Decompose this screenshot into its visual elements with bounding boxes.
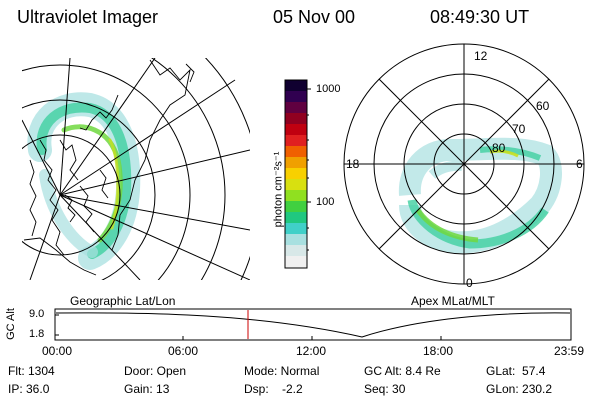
mlt-label-0: 0 [466,276,473,290]
info-mode: Mode: Normal [244,364,320,378]
info-glon: GLon: 230.2 [486,382,553,396]
colorbar-tick-100: 100 [316,196,335,208]
time-tick-0000: 00:00 [42,344,73,358]
altitude-plot [54,308,572,341]
info-flt: Flt: 1304 [8,364,55,378]
altitude-ylabel: GC Alt [5,308,17,340]
info-gain: Gain: 13 [124,382,170,396]
time-tick-2359: 23:59 [554,344,585,358]
coastlines [23,59,195,276]
mlt-label-12: 12 [474,49,488,63]
colorbar-tick-1000: 1000 [316,83,341,95]
colorbar [284,79,311,269]
info-dsp: Dsp: -2.2 [244,382,303,396]
lon-lines [22,58,250,280]
info-glat: GLat: 57.4 [486,364,546,378]
lat-label-70: 70 [512,122,526,136]
lat-label-80: 80 [492,141,506,155]
mlt-label-18: 18 [346,157,360,171]
lat-circles [22,58,250,280]
date-label: 05 Nov 00 [273,7,356,27]
polar-plot [343,43,585,285]
mlt-label-6: 6 [576,157,583,171]
info-door: Door: Open [124,364,187,378]
info-seq: Seq: 30 [364,382,406,396]
lat-label-60: 60 [536,99,550,113]
time-tick-1200: 12:00 [296,344,327,358]
colorbar-unit-label: photon cm⁻²s⁻¹ [272,151,285,228]
time-label: 08:49:30 UT [430,7,530,27]
left-panel-caption: Geographic Lat/Lon [70,294,176,308]
altitude-ytick-1-8: 1.8 [29,328,45,340]
altitude-ytick-9: 9.0 [29,308,45,320]
time-tick-1800: 18:00 [423,344,454,358]
time-tick-0600: 06:00 [168,344,199,358]
geographic-map [22,58,250,280]
info-ip: IP: 36.0 [8,382,50,396]
info-gc-alt: GC Alt: 8.4 Re [364,364,441,378]
right-panel-caption: Apex MLat/MLT [411,294,495,308]
instrument-title: Ultraviolet Imager [17,7,159,27]
